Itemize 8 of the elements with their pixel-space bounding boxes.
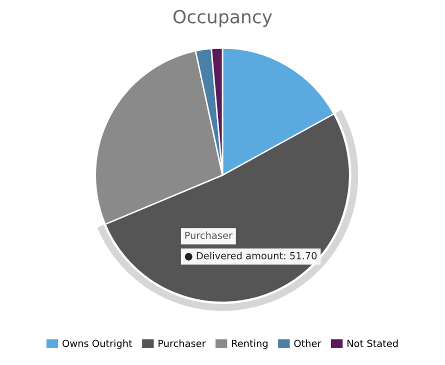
text: Purchaser: [185, 232, 232, 240]
legend-label: Owns Outright: [62, 340, 132, 349]
legend-label: Not Stated: [347, 340, 398, 348]
text: ● Delivered amount: 51.70: [184, 252, 317, 260]
chart-title: Occupancy: [173, 10, 272, 27]
legend-label: Other: [294, 340, 322, 348]
legend-label: Purchaser: [158, 340, 206, 348]
legend-label: Renting: [232, 340, 268, 349]
